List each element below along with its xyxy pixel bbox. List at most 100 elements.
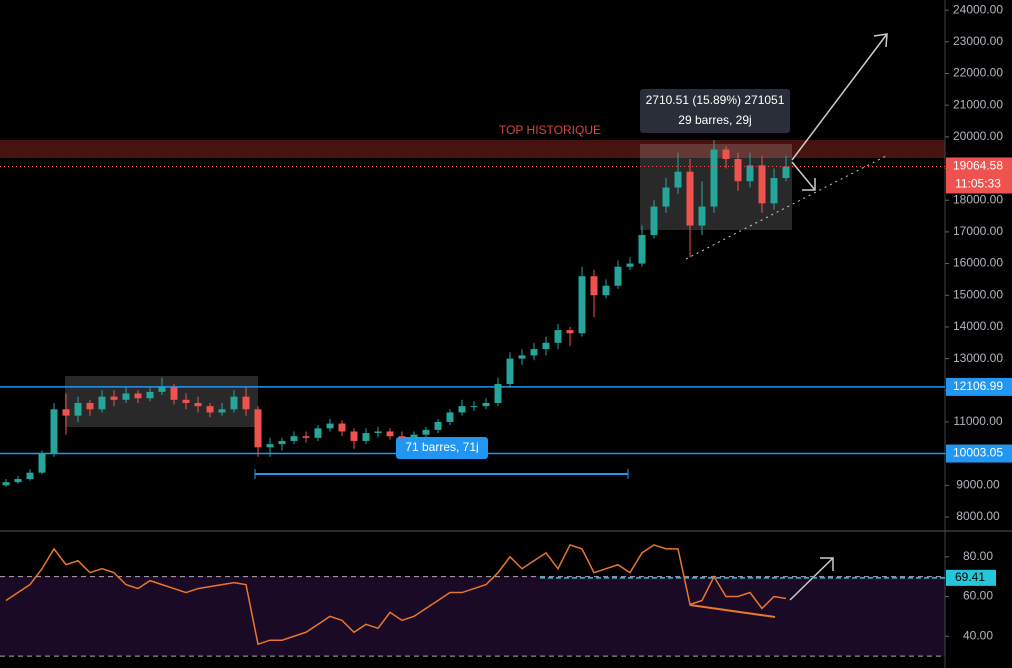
candle-body [74,402,82,416]
candle-body [614,266,622,286]
y-tick-label: 15000.00 [953,287,1003,301]
last-price-label: 19064.58 [953,159,1003,173]
y-tick-label: 18000.00 [953,192,1003,206]
candle-body [482,402,490,407]
candle-body [626,263,634,267]
y-tick-label: 80.00 [963,549,993,563]
measure-tooltip [640,89,790,133]
candle-body [530,349,538,356]
candle-body [446,412,454,422]
candle-body [110,396,118,400]
candle-body [158,387,166,392]
rsi-value-bg [946,569,996,586]
arrow-head [802,178,816,191]
candle-body [602,285,610,296]
candle-body [650,206,658,236]
candle-body [410,434,418,438]
y-tick-label: 21000.00 [953,97,1003,111]
candle-body [62,409,70,416]
candle-body [242,396,250,410]
candle-body [182,399,190,403]
arrow [789,557,834,601]
y-tick-label: 40.00 [963,628,993,642]
candle-body [38,453,46,473]
candle-body [554,330,562,343]
candle-body [350,431,358,441]
candle-body [686,171,694,226]
candle-body [218,409,226,413]
candle-body [170,387,178,400]
measure-text: 29 barres, 29j [678,113,751,127]
candle-body [314,428,322,438]
arrow-head [820,557,834,571]
candle-body [494,383,502,403]
level-label: 12106.99 [953,379,1003,393]
level-label-bg [946,444,1012,463]
candle-body [566,330,574,334]
candle-body [134,393,142,399]
arrow [791,161,816,191]
candle-body [662,187,670,207]
candle-body [230,396,238,410]
level-label: 10003.05 [953,446,1003,460]
y-tick-label: 9000.00 [956,478,1000,492]
candle-body [146,391,154,399]
trend-line [685,155,887,260]
y-tick-label: 17000.00 [953,224,1003,238]
zone-label: TOP HISTORIQUE [499,123,601,137]
candle-body [710,149,718,207]
y-tick-label: 13000.00 [953,351,1003,365]
candle-body [326,423,334,429]
candle-body [254,409,262,448]
candle-body [98,396,106,410]
candle-body [770,178,778,204]
measure-text: 2710.51 (15.89%) 271051 [646,93,785,107]
candle-body [302,436,310,438]
candle-body [506,358,514,384]
y-tick-label: 22000.00 [953,66,1003,80]
candle-body [722,149,730,160]
y-tick-label: 14000.00 [953,319,1003,333]
level-label-bg [946,377,1012,396]
range-text: 71 barres, 71j [405,440,478,454]
candle-body [278,440,286,445]
candle-body [458,406,466,413]
candle-body [14,478,22,483]
candle-body [470,406,478,408]
countdown: 11:05:33 [955,177,1001,191]
arrow [791,33,888,161]
candle-body [86,402,94,410]
y-tick-label: 16000.00 [953,256,1003,270]
candle-body [206,406,214,413]
candle-body [422,429,430,435]
y-tick-label: 20000.00 [953,129,1003,143]
candle-body [290,436,298,441]
arrow-head [873,33,888,48]
candle-body [26,472,34,479]
divergence-line [689,604,776,618]
candle-body [362,433,370,441]
candle-body [578,276,586,334]
candle-body [638,235,646,264]
y-tick-label: 23000.00 [953,34,1003,48]
candle-body [50,409,58,454]
candle-body [374,431,382,434]
y-tick-label: 11000.00 [953,414,1002,428]
top-zone [0,140,945,158]
y-tick-label: 8000.00 [956,509,1000,523]
candle-body [398,436,406,438]
candle-body [746,165,754,182]
rsi-line [5,543,787,646]
candle-body [698,206,706,226]
candle-body [122,393,130,400]
last-price-bg [946,157,1012,194]
candle-body [674,171,682,188]
candle-body [2,482,10,486]
candle-body [590,276,598,296]
candle-body [338,423,346,432]
candle-body [518,355,526,359]
y-tick-label: 24000.00 [953,2,1003,16]
y-tick-label: 60.00 [963,589,993,603]
